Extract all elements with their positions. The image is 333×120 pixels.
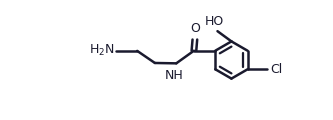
Text: NH: NH <box>165 69 184 82</box>
Text: O: O <box>190 22 200 35</box>
Text: H$_2$N: H$_2$N <box>89 43 115 58</box>
Text: HO: HO <box>204 15 224 28</box>
Text: Cl: Cl <box>270 63 283 76</box>
